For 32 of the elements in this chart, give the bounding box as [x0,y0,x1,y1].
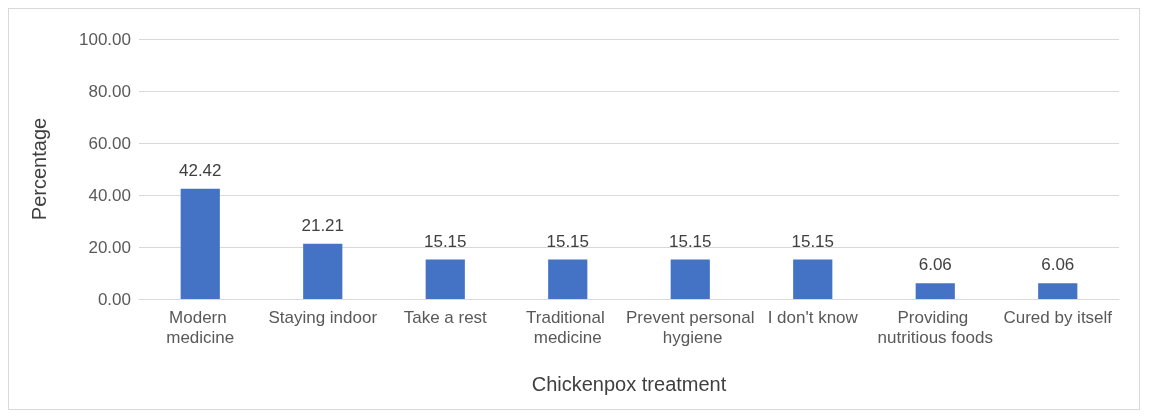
bar [670,259,710,299]
x-tick-label: Traditional medicine [526,307,610,347]
data-label: 6.06 [1041,255,1075,275]
data-label: 21.21 [301,215,345,235]
bar [1038,283,1078,299]
data-label: 15.15 [791,231,835,251]
y-tick-label: 80.00 [88,81,131,101]
data-label: 15.15 [668,231,712,251]
bar [303,243,343,299]
data-label: 15.15 [546,231,590,251]
data-label: 42.42 [178,160,222,180]
x-axis-title: Chickenpox treatment [531,373,727,395]
data-label: 15.15 [423,231,467,251]
x-tick-label: Staying indoor [268,307,378,327]
data-label: 6.06 [918,255,952,275]
bar [793,259,833,299]
y-axis-title: Percentage [28,117,50,221]
y-tick-label: 0.00 [97,289,131,309]
y-tick-label: 20.00 [88,237,131,257]
bar [548,259,588,299]
x-tick-label: Modern medicine [166,307,235,347]
x-tick-label: Take a rest [403,307,488,327]
y-tick-label: 100.00 [79,29,131,49]
bar [180,188,220,299]
x-tick-label: I don't know [767,307,859,327]
bar [915,283,955,299]
x-tick-label: Providing nutritious foods [877,307,993,347]
y-tick-label: 60.00 [88,133,131,153]
x-tick-label: Prevent personal hygiene [625,307,755,347]
bar [425,259,465,299]
x-tick-label: Cured by itself [1003,307,1113,327]
y-tick-label: 40.00 [88,185,131,205]
